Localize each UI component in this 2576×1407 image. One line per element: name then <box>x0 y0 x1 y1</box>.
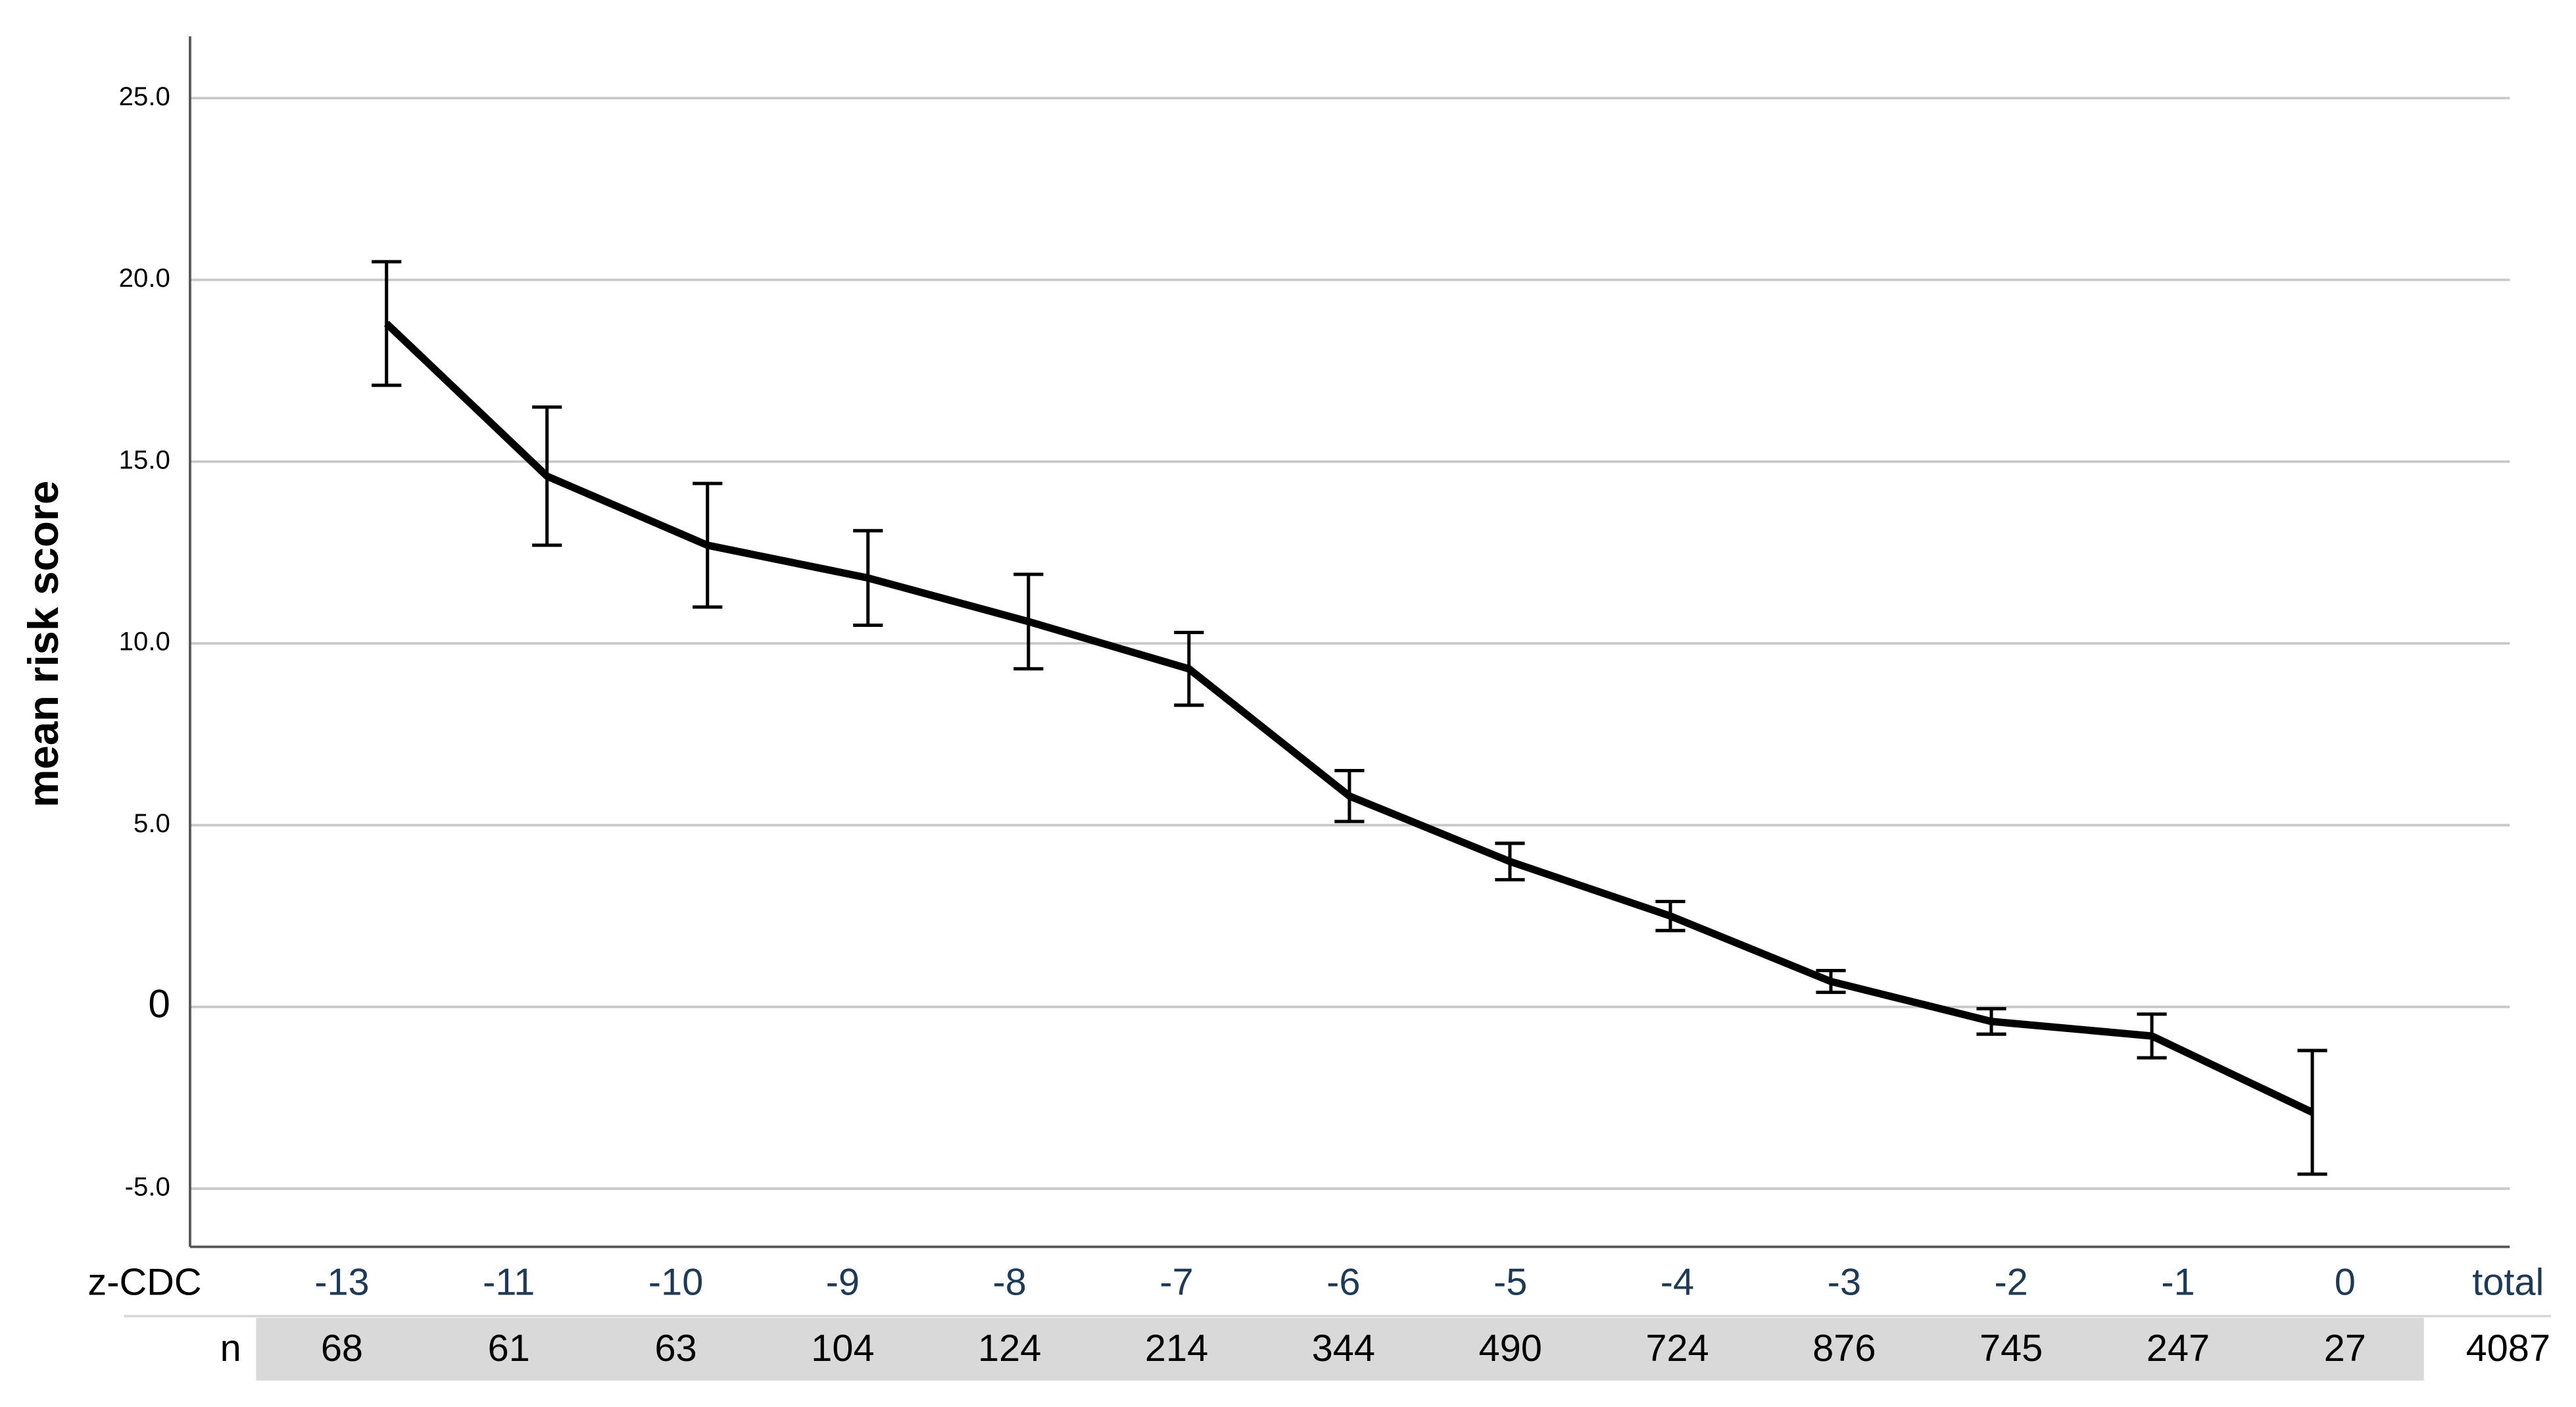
error-bar <box>372 260 402 387</box>
n-value: 104 <box>811 1327 874 1370</box>
x-tick-label: -6 <box>1326 1261 1360 1303</box>
n-row-background <box>256 1318 2424 1381</box>
n-value: 490 <box>1479 1327 1542 1370</box>
total-n: 4087 <box>2466 1327 2550 1370</box>
x-axis-label: z-CDC <box>87 1261 201 1303</box>
y-tick-label: 5.0 <box>134 808 170 838</box>
x-tick-label: -10 <box>648 1261 703 1303</box>
y-tick-label: 15.0 <box>119 445 170 474</box>
n-label: n <box>220 1327 241 1370</box>
y-tick-label: 25.0 <box>119 82 170 111</box>
x-tick-label: -9 <box>826 1261 860 1303</box>
total-label: total <box>2472 1261 2544 1303</box>
x-tick-label: 0 <box>2335 1261 2356 1303</box>
y-axis-label: mean risk score <box>19 481 67 808</box>
x-tick-label: -7 <box>1159 1261 1193 1303</box>
y-tick-label: 20.0 <box>119 263 170 293</box>
n-value: 876 <box>1812 1327 1876 1370</box>
n-value: 27 <box>2324 1327 2366 1370</box>
n-value: 214 <box>1145 1327 1208 1370</box>
y-tick-label: 0 <box>148 981 170 1026</box>
n-value: 63 <box>654 1327 696 1370</box>
n-value: 745 <box>1980 1327 2043 1370</box>
x-tick-label: -13 <box>314 1261 369 1303</box>
x-tick-label: -3 <box>1828 1261 1861 1303</box>
x-tick-label: -2 <box>1994 1261 2028 1303</box>
y-tick-label: 10.0 <box>119 627 170 656</box>
x-tick-label: -8 <box>993 1261 1027 1303</box>
n-value: 68 <box>321 1327 363 1370</box>
mean-line <box>383 320 2314 1116</box>
n-value: 724 <box>1645 1327 1709 1370</box>
n-value: 61 <box>488 1327 530 1370</box>
n-value: 344 <box>1312 1327 1375 1370</box>
n-value: 247 <box>2147 1327 2210 1370</box>
n-value: 124 <box>978 1327 1041 1370</box>
x-tick-label: -4 <box>1661 1261 1694 1303</box>
x-tick-label: -11 <box>483 1261 535 1303</box>
x-tick-label: -5 <box>1494 1261 1527 1303</box>
y-tick-label: -5.0 <box>125 1172 170 1202</box>
x-tick-label: -1 <box>2161 1261 2195 1303</box>
